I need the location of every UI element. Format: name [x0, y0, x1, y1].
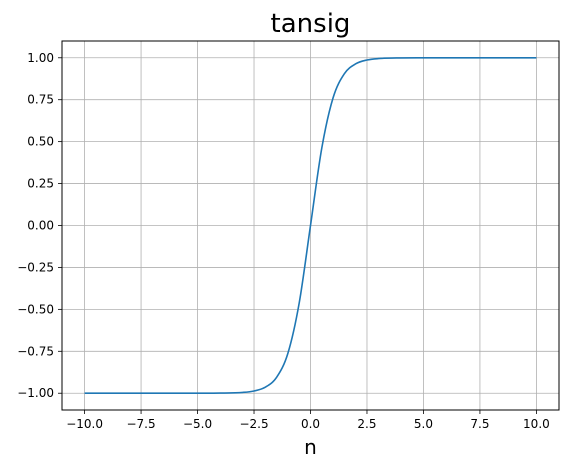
y-tick-label: −1.00: [17, 386, 54, 400]
x-tick-label: −7.5: [126, 417, 155, 431]
y-axis: −1.00 −0.75 −0.50 −0.25 0.00 0.25 0.50 0.75 1.00: [17, 51, 62, 400]
x-tick-label: −5.0: [183, 417, 212, 431]
chart-title: tansig: [271, 9, 351, 39]
series-line: [84, 56, 537, 395]
x-tick-label: 0.0: [301, 417, 320, 431]
y-tick-label: −0.75: [17, 344, 54, 358]
x-tick-label: −10.0: [66, 417, 103, 431]
y-tick-label: 0.75: [27, 93, 54, 107]
y-tick-label: 0.00: [27, 219, 54, 233]
x-tick-label: 2.5: [357, 417, 376, 431]
x-tick-label: −2.5: [239, 417, 268, 431]
x-axis: −10.0 −7.5 −5.0 −2.5 0.0 2.5 5.0 7.5 10.0: [66, 410, 550, 431]
y-tick-label: 0.50: [27, 135, 54, 149]
x-axis-label: n: [304, 435, 317, 459]
y-tick-label: −0.25: [17, 260, 54, 274]
x-tick-label: 10.0: [523, 417, 550, 431]
x-tick-label: 7.5: [470, 417, 489, 431]
x-tick-label: 5.0: [414, 417, 433, 431]
plot-lines: [84, 56, 537, 395]
y-tick-label: 0.25: [27, 177, 54, 191]
y-tick-label: 1.00: [27, 51, 54, 65]
y-tick-label: −0.50: [17, 302, 54, 316]
